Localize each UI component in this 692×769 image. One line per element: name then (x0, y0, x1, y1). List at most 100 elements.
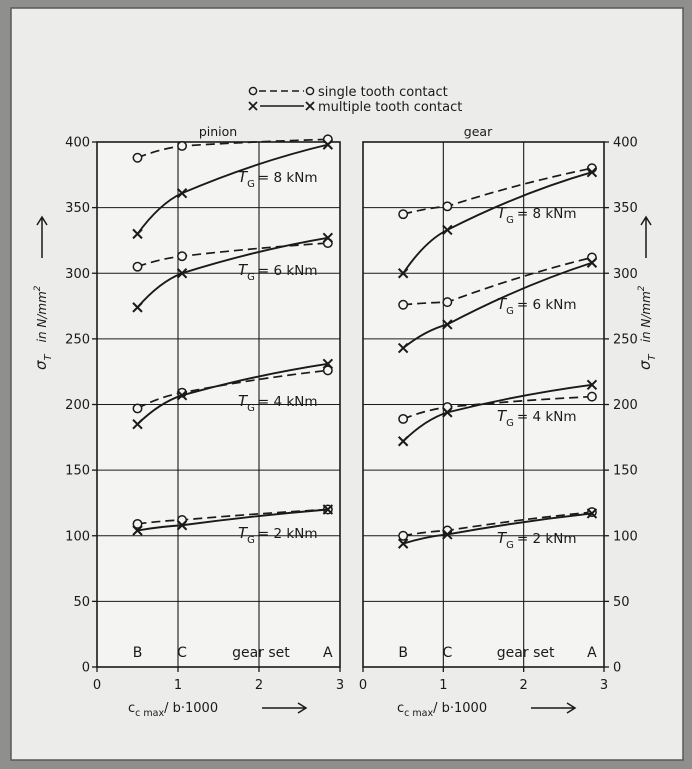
multiple-contact-point (442, 407, 453, 418)
multiple-contact-line-2kNm (137, 508, 328, 532)
x-tick-label: 1 (439, 678, 447, 693)
gear-set-marker-C: C (442, 645, 452, 661)
single-contact-line-6kNm (137, 242, 328, 268)
multiple-contact-point (586, 379, 598, 391)
torque-annotation-6kNm: TG = 6 kNm (497, 295, 576, 317)
multiple-contact-line-4kNm (402, 383, 593, 442)
y-tick-label: 400 (613, 136, 638, 151)
y-tick-label: 350 (613, 201, 638, 216)
single-contact-point (132, 261, 143, 272)
multiple-contact-point (322, 139, 334, 150)
multiple-contact-line-6kNm (402, 261, 593, 349)
y-tick-label: 200 (613, 398, 638, 413)
multiple-contact-point (586, 257, 598, 268)
multiple-contact-point (442, 319, 453, 330)
single-contact-point (398, 209, 409, 220)
single-contact-line-8kNm (402, 167, 593, 216)
gear-x-axis-label: cc max/ b·1000 (397, 701, 577, 719)
multiple-contact-point (397, 342, 409, 354)
multiple-contact-point (442, 529, 453, 540)
multiple-contact-line-4kNm (136, 362, 328, 425)
single-contact-point (322, 365, 333, 376)
y-tick-label: 0 (82, 661, 90, 676)
single-contact-line-6kNm (403, 256, 593, 306)
single-contact-line-2kNm (403, 511, 593, 537)
multiple-contact-point (176, 520, 188, 531)
x-tick-label: 3 (336, 678, 344, 693)
y-tick-label: 100 (613, 529, 638, 544)
multiple-contact-point (586, 508, 598, 519)
torque-annotation-2kNm: TG = 2 kNm (497, 529, 576, 551)
single-contact-point (398, 530, 409, 541)
svg-text:σTin N/mm2: σTin N/mm2 (32, 285, 54, 370)
multiple-contact-point (322, 358, 334, 370)
y-tick-label: 50 (613, 595, 630, 610)
multiple-contact-point (132, 525, 143, 536)
y-tick-label: 100 (65, 529, 90, 544)
single-contact-point (177, 140, 188, 151)
legend: single tooth contact multiple tooth cont… (248, 85, 462, 115)
pinion-x-axis-label: cc max/ b·1000 (128, 701, 308, 719)
single-contact-point (442, 201, 453, 212)
multiple-contact-point (442, 224, 453, 236)
y-tick-label: 50 (73, 595, 90, 610)
multiple-contact-line-2kNm (402, 512, 593, 545)
y-tick-label: 400 (65, 136, 90, 151)
pinion-title: pinion (199, 124, 237, 139)
gear-set-marker-A: A (323, 645, 333, 661)
gear-set-marker-C: C (177, 645, 187, 661)
legend-multiple-label: multiple tooth contact (318, 100, 462, 115)
gear-set-marker-A: A (587, 645, 597, 661)
multiple-contact-point (322, 232, 334, 244)
y-tick-label: 200 (65, 398, 90, 413)
x-tick-label: 2 (520, 678, 528, 693)
torque-annotation-6kNm: TG = 6 kNm (238, 261, 317, 283)
y-tick-label: 300 (613, 267, 638, 282)
single-contact-line-2kNm (137, 508, 328, 525)
y-tick-label: 150 (613, 464, 638, 479)
y-tick-label: 0 (613, 661, 621, 676)
legend-single-label: single tooth contact (318, 85, 448, 100)
y-tick-label: 250 (65, 332, 90, 347)
single-contact-line-4kNm (402, 395, 592, 420)
y-tick-label: 350 (65, 201, 90, 216)
multiple-contact-point (397, 538, 409, 549)
torque-annotation-8kNm: TG = 8 kNm (238, 168, 317, 190)
svg-text:σTin N/mm2: σTin N/mm2 (636, 285, 658, 370)
single-contact-point (398, 299, 409, 310)
single-contact-point (177, 251, 188, 262)
single-contact-line-8kNm (137, 138, 328, 159)
torque-annotation-4kNm: TG = 4 kNm (497, 407, 576, 429)
y-tick-label: 250 (613, 332, 638, 347)
gear-set-label: gear set (497, 645, 555, 661)
single-contact-point (442, 297, 453, 308)
multiple-contact-point (586, 166, 598, 178)
legend-single-marker (248, 86, 315, 96)
single-contact-point (587, 391, 597, 402)
svg-text:cc max/ b·1000: cc max/ b·1000 (128, 701, 218, 719)
x-tick-label: 1 (174, 678, 182, 693)
multiple-contact-point (132, 302, 143, 313)
y-tick-label: 150 (65, 464, 90, 479)
single-contact-point (132, 152, 143, 163)
gear-set-marker-B: B (398, 645, 408, 661)
single-contact-line-4kNm (137, 369, 328, 410)
multiple-contact-point (176, 390, 188, 401)
multiple-contact-point (132, 228, 143, 240)
gear-set-marker-B: B (133, 645, 143, 661)
x-tick-label: 3 (600, 678, 608, 693)
single-contact-point (132, 403, 143, 414)
x-tick-label: 0 (93, 678, 101, 693)
multiple-contact-point (397, 436, 409, 447)
single-contact-point (132, 518, 143, 529)
multiple-contact-line-6kNm (136, 236, 329, 308)
multiple-contact-line-8kNm (402, 171, 593, 274)
torque-annotation-2kNm: TG = 2 kNm (238, 524, 317, 546)
multiple-contact-point (176, 268, 188, 279)
single-contact-point (398, 413, 409, 424)
right-y-axis-label: σTin N/mm2 (636, 215, 658, 370)
y-tick-label: 300 (65, 267, 90, 282)
